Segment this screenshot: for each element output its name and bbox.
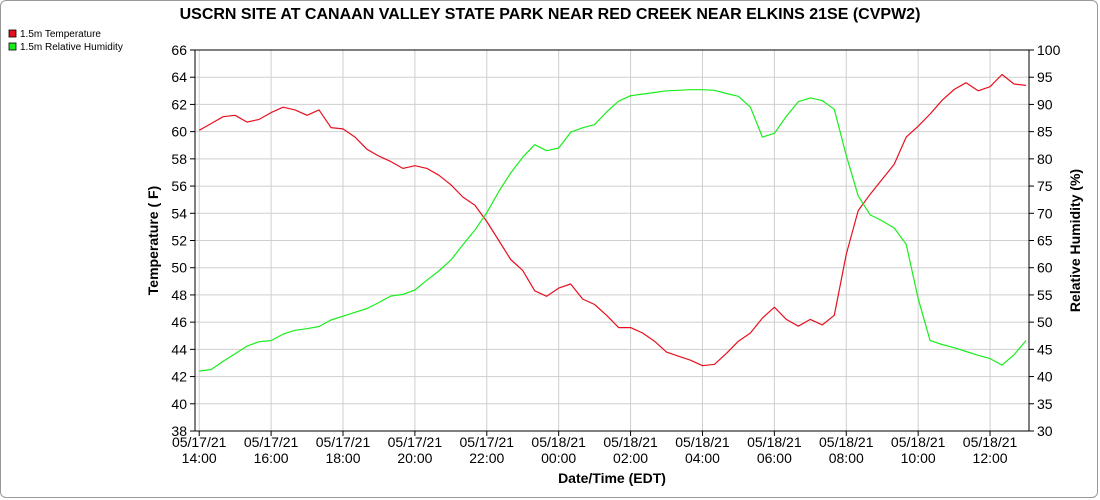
x-tick-time: 14:00 bbox=[182, 450, 217, 466]
x-tick-time: 10:00 bbox=[901, 450, 936, 466]
x-tick-time: 22:00 bbox=[469, 450, 504, 466]
chart-title: USCRN SITE AT CANAAN VALLEY STATE PARK N… bbox=[180, 6, 921, 23]
y-left-tick-label: 60 bbox=[171, 124, 187, 140]
y-left-tick-label: 42 bbox=[171, 369, 187, 385]
y-right-tick-label: 55 bbox=[1037, 287, 1053, 303]
y-right-tick-label: 50 bbox=[1037, 314, 1053, 330]
gridlines bbox=[195, 49, 1029, 432]
x-tick-date: 05/18/21 bbox=[747, 434, 802, 450]
x-tick-time: 06:00 bbox=[757, 450, 792, 466]
y-left-tick-label: 38 bbox=[171, 423, 187, 439]
y-left-tick-label: 66 bbox=[171, 42, 187, 58]
x-tick-time: 08:00 bbox=[829, 450, 864, 466]
y-right-tick-label: 100 bbox=[1037, 42, 1061, 58]
y-right-tick-label: 65 bbox=[1037, 233, 1053, 249]
y-left-tick-label: 46 bbox=[171, 314, 187, 330]
y-left-tick-label: 52 bbox=[171, 233, 187, 249]
x-tick-date: 05/17/21 bbox=[388, 434, 443, 450]
x-tick-date: 05/18/21 bbox=[531, 434, 586, 450]
x-tick-time: 04:00 bbox=[685, 450, 720, 466]
x-tick-date: 05/17/21 bbox=[172, 434, 227, 450]
y-right-tick-label: 85 bbox=[1037, 124, 1053, 140]
y-axis-right-title: Relative Humidity (%) bbox=[1067, 169, 1083, 312]
legend: 1.5m Temperature 1.5m Relative Humidity bbox=[8, 29, 123, 53]
y-right-tick-label: 95 bbox=[1037, 69, 1053, 85]
series-lines bbox=[198, 73, 1027, 372]
axis-ticks: 38 40 42 44 46 48 50 52 54 56 58 60 62 64 66 30 35 40 45 50… bbox=[171, 42, 1060, 466]
y-right-tick-label: 70 bbox=[1037, 205, 1053, 221]
y-right-tick-label: 35 bbox=[1037, 396, 1053, 412]
x-tick-date: 05/17/21 bbox=[316, 434, 371, 450]
x-tick-date: 05/18/21 bbox=[963, 434, 1018, 450]
y-left-tick-label: 64 bbox=[171, 69, 187, 85]
x-tick-date: 05/17/21 bbox=[244, 434, 299, 450]
legend-swatch bbox=[8, 29, 17, 38]
y-left-tick-label: 56 bbox=[171, 178, 187, 194]
y-axis-left-title: Temperature ( F) bbox=[145, 186, 161, 295]
legend-swatch bbox=[8, 42, 17, 51]
y-left-tick-label: 58 bbox=[171, 151, 187, 167]
x-tick-date: 05/18/21 bbox=[603, 434, 658, 450]
x-tick-time: 18:00 bbox=[325, 450, 360, 466]
y-right-tick-label: 40 bbox=[1037, 369, 1053, 385]
x-tick-date: 05/17/21 bbox=[460, 434, 515, 450]
x-tick-time: 02:00 bbox=[613, 450, 648, 466]
y-left-tick-label: 48 bbox=[171, 287, 187, 303]
x-tick-time: 16:00 bbox=[254, 450, 289, 466]
y-left-tick-label: 44 bbox=[171, 341, 187, 357]
y-left-tick-label: 54 bbox=[171, 205, 187, 221]
x-tick-date: 05/18/21 bbox=[819, 434, 874, 450]
y-right-tick-label: 60 bbox=[1037, 260, 1053, 276]
y-right-tick-label: 45 bbox=[1037, 341, 1053, 357]
y-left-tick-label: 50 bbox=[171, 260, 187, 276]
x-axis-title: Date/Time (EDT) bbox=[558, 470, 666, 486]
temperature-series-line bbox=[198, 73, 1027, 367]
x-tick-date: 05/18/21 bbox=[891, 434, 946, 450]
y-left-tick-label: 62 bbox=[171, 96, 187, 112]
y-right-tick-label: 30 bbox=[1037, 423, 1053, 439]
y-right-tick-label: 75 bbox=[1037, 178, 1053, 194]
y-right-tick-label: 80 bbox=[1037, 151, 1053, 167]
x-tick-date: 05/18/21 bbox=[675, 434, 730, 450]
x-tick-time: 12:00 bbox=[973, 450, 1008, 466]
x-tick-time: 00:00 bbox=[541, 450, 576, 466]
legend-label: 1.5m Temperature bbox=[20, 29, 101, 40]
y-left-tick-label: 40 bbox=[171, 396, 187, 412]
legend-label: 1.5m Relative Humidity bbox=[20, 42, 123, 53]
y-right-tick-label: 90 bbox=[1037, 96, 1053, 112]
humidity-series-line bbox=[199, 89, 1027, 372]
x-tick-time: 20:00 bbox=[397, 450, 432, 466]
